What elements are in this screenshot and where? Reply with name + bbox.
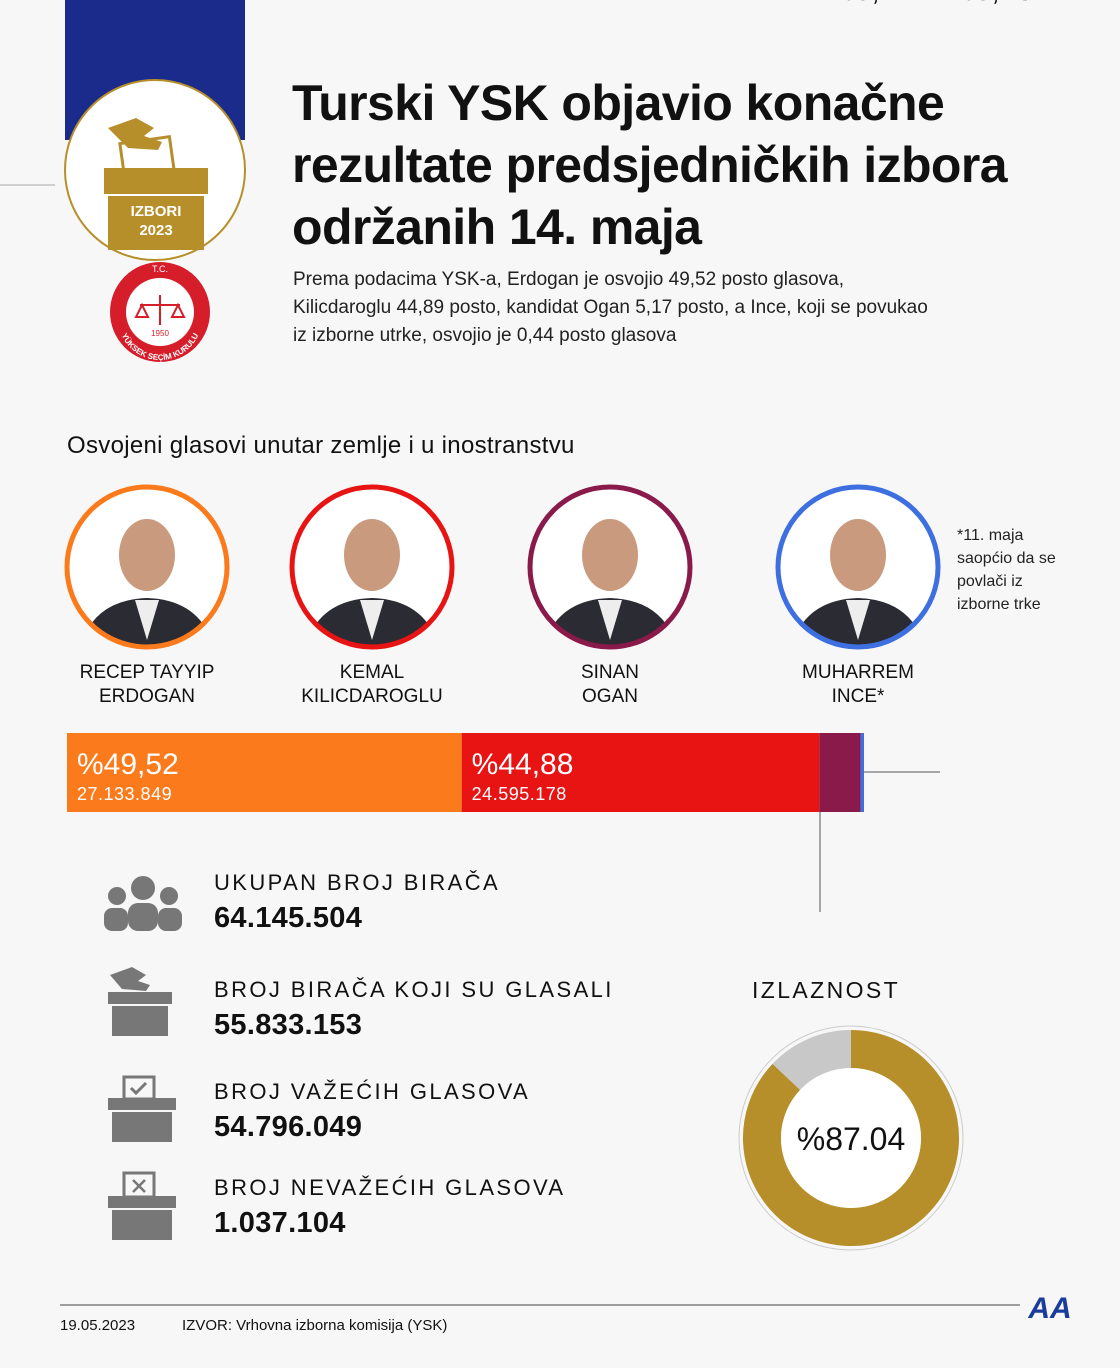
- vote-bar: [860, 733, 864, 812]
- votes-label: 27.133.849: [77, 784, 172, 804]
- stat-label: BROJ VAŽEĆIH GLASOVA: [214, 1079, 531, 1104]
- note: *11. maja saopćio da se povlači iz izbor…: [957, 527, 1056, 613]
- percent-label: %0,43: [948, 0, 1033, 7]
- footer-date: 19.05.2023: [60, 1317, 136, 1334]
- stat-label: UKUPAN BROJ BIRAČA: [214, 870, 501, 895]
- candidate-name: ERDOGAN: [98, 686, 196, 707]
- stat-value: 1.037.104: [214, 1207, 346, 1239]
- portrait-ring: [64, 484, 230, 650]
- seal-year: 1950: [151, 329, 169, 338]
- portrait-shirt: [135, 600, 159, 640]
- badge-text: IZBORI: [131, 203, 182, 220]
- portrait-head: [830, 519, 886, 591]
- donut-value: [743, 1030, 959, 1246]
- portrait-head: [119, 519, 175, 591]
- votes-label: 235.783: [946, 0, 1024, 5]
- candidate-name: MUHARREM: [802, 662, 914, 683]
- donut-rest: [772, 1030, 852, 1091]
- portrait-ring: [775, 484, 941, 650]
- vote-bar: [461, 733, 820, 812]
- donut-center: [781, 1068, 921, 1208]
- icon-ballot: [108, 967, 172, 1036]
- portrait-shirt: [360, 600, 384, 640]
- icon-invalid: [108, 1171, 176, 1240]
- icon-valid: [108, 1075, 176, 1142]
- turnout-label: %87.04: [797, 1121, 906, 1157]
- scales: [134, 295, 186, 325]
- icon-people: [104, 876, 182, 931]
- box-top: [104, 168, 208, 194]
- portrait-head: [344, 519, 400, 591]
- stat-label: BROJ NEVAŽEĆIH GLASOVA: [214, 1175, 566, 1200]
- section-title: Osvojeni glasovi unutar zemlje i u inost…: [67, 432, 575, 459]
- badge-text: 2023: [139, 222, 172, 239]
- subtitle: Prema podacima YSK-a, Erdogan je osvojio…: [293, 269, 928, 346]
- candidate-name: SINAN: [580, 662, 640, 683]
- votes-label: 2.831.239: [826, 0, 922, 5]
- percent-label: %49,52: [77, 748, 179, 781]
- percent-label: %5,17: [828, 0, 913, 7]
- stat-label: BROJ BIRAČA KOJI SU GLASALI: [214, 977, 614, 1002]
- portrait-shirt: [846, 600, 870, 640]
- candidate-name: KEMAL: [339, 662, 405, 683]
- portrait-ring: [527, 484, 693, 650]
- stat-value: 55.833.153: [214, 1009, 363, 1041]
- logo: AA: [1027, 1292, 1071, 1325]
- votes-label: 24.595.178: [472, 784, 567, 804]
- portrait-head: [582, 519, 638, 591]
- hand-icon: [108, 118, 162, 150]
- portrait-ring: [289, 484, 455, 650]
- vote-bar: [67, 733, 462, 812]
- stat-value: 64.145.504: [214, 902, 363, 934]
- vote-bar: [819, 733, 861, 812]
- box: [108, 196, 204, 250]
- seal-text: T.C.: [152, 264, 168, 274]
- candidate-name: RECEP TAYYIP: [79, 662, 215, 683]
- candidate-name: INCE*: [831, 686, 885, 707]
- stat-value: 54.796.049: [214, 1111, 363, 1143]
- portrait-shirt: [598, 600, 622, 640]
- footer-source: IZVOR: Vrhovna izborna komisija (YSK): [182, 1317, 448, 1334]
- title: Turski YSK objavio konačne rezultate pre…: [292, 75, 1008, 255]
- turnout-title: IZLAZNOST: [752, 977, 901, 1003]
- percent-label: %44,88: [472, 748, 574, 781]
- candidate-name: KILICDAROGLU: [301, 686, 443, 707]
- candidate-name: OGAN: [582, 686, 638, 707]
- donut-outline: [738, 1025, 964, 1251]
